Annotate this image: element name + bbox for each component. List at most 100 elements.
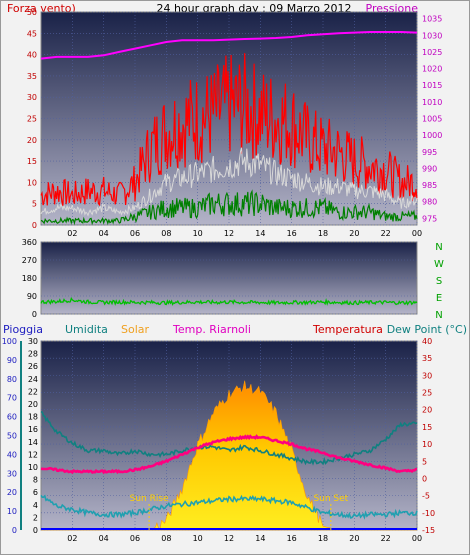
y-tick-label: 100 [2,337,17,346]
dew-point-line [40,494,418,520]
y-tick-label: 28 [28,350,38,359]
x-tick-label: 14 [255,534,265,543]
y-tick-label: 12 [28,450,38,459]
y-tick-label: 22 [28,387,38,396]
y-tick-label: 25 [422,389,432,398]
y-tick-label: 50 [7,432,17,441]
y-tick-label: 6 [33,488,38,497]
y-tick-label: -5 [422,492,430,501]
y-tick-label: 10 [27,178,37,187]
sunset-label: Sun Set [313,494,348,504]
y-tick-label: 60 [7,413,17,422]
x-tick-label: 02 [67,534,77,543]
y-tick-label: 18 [28,413,38,422]
y-tick-label: 1015 [422,81,442,90]
y-tick-label: 20 [422,406,432,415]
y-tick-label: 5 [32,200,37,209]
x-tick-label: 22 [381,534,391,543]
y-tick-label: 45 [27,29,37,38]
y-tick-label: 0 [32,310,37,319]
y-tick-label: -15 [422,526,435,535]
y-tick-label: 15 [422,423,432,432]
y-tick-label: 1030 [422,31,442,40]
y-tick-label: 975 [422,214,437,223]
y-tick-label: 180 [22,274,37,283]
y-tick-label: 40 [422,337,432,346]
wind-direction-letter: N [435,310,442,321]
x-tick-label: 18 [318,229,328,238]
y-tick-label: 35 [27,72,37,81]
x-tick-label: 20 [349,229,359,238]
x-tick-label: 20 [349,534,359,543]
y-tick-label: 15 [27,157,37,166]
x-tick-label: 14 [255,229,265,238]
y-tick-label: 80 [7,375,17,384]
y-tick-label: 26 [28,362,38,371]
x-tick-label: 22 [381,229,391,238]
y-tick-label: 0 [422,474,427,483]
y-tick-label: 40 [27,51,37,60]
sunrise-label: Sun Rise [130,494,169,504]
wind-max-line [40,53,418,207]
wind-direction-letter: W [434,259,444,270]
y-tick-label: 1025 [422,48,442,57]
y-tick-label: 16 [28,425,38,434]
x-tick-label: 12 [224,229,234,238]
y-tick-label: 30 [422,371,432,380]
x-tick-label: 08 [161,229,171,238]
x-tick-label: 04 [99,534,109,543]
y-tick-label: 985 [422,181,437,190]
x-tick-label: 18 [318,534,328,543]
y-tick-label: 1035 [422,15,442,24]
y-tick-label: 0 [12,526,17,535]
y-tick-label: 4 [33,501,38,510]
x-tick-label: 02 [67,229,77,238]
y-tick-label: 360 [22,238,37,247]
legend-dew-point: Dew Point (°C) [387,323,467,336]
y-tick-label: 90 [27,292,37,301]
legend-temp-riarnoli: Temp. Riarnoli [172,323,251,336]
temperature-line [40,434,418,475]
humidity-line [40,411,418,466]
y-tick-label: 10 [422,440,432,449]
x-tick-label: 16 [287,534,297,543]
y-tick-label: 1000 [422,131,442,140]
y-tick-label: 5 [422,457,427,466]
y-tick-label: 2 [33,513,38,522]
y-tick-label: 35 [422,354,432,363]
y-tick-label: 20 [27,136,37,145]
y-tick-label: 30 [7,469,17,478]
y-tick-label: 90 [7,356,17,365]
y-tick-label: 10 [7,507,17,516]
wind-avg-line [40,147,418,217]
y-tick-label: 25 [27,115,37,124]
y-tick-label: 20 [7,488,17,497]
x-tick-label: 04 [99,229,109,238]
legend-temperature: Temperatura [312,323,383,336]
y-tick-label: 270 [22,256,37,265]
y-tick-label: 995 [422,148,437,157]
x-tick-label: 10 [193,534,203,543]
legend-rain: Pioggia [3,323,43,336]
y-tick-label: 70 [7,394,17,403]
y-tick-label: 1005 [422,115,442,124]
x-tick-label: 16 [287,229,297,238]
x-tick-label: 00 [412,229,422,238]
x-tick-label: 12 [224,534,234,543]
y-tick-label: 50 [27,8,37,17]
wind-min-line [40,189,418,226]
wind-direction-letter: S [436,276,442,287]
wind-direction-line [40,296,418,306]
y-tick-label: 24 [28,375,38,384]
legend-solar: Solar [121,323,150,336]
pressure-line [40,31,418,60]
y-tick-label: 0 [33,526,38,535]
y-tick-label: -10 [422,509,435,518]
wind-direction-letter: N [435,242,442,253]
y-tick-label: 20 [28,400,38,409]
legend-humidity: Umidita [65,323,108,336]
x-tick-label: 08 [161,534,171,543]
